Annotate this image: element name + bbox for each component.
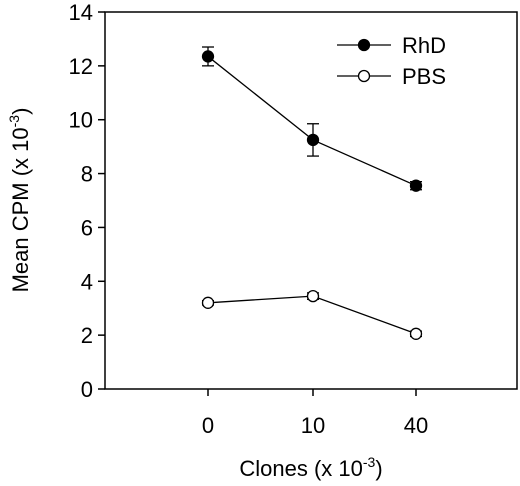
series-pbs bbox=[201, 289, 423, 340]
y-tick-label: 14 bbox=[69, 0, 93, 25]
plot-area bbox=[104, 11, 518, 390]
x-tick-label: 10 bbox=[301, 413, 325, 438]
y-tick-label: 4 bbox=[81, 269, 93, 294]
y-tick-label: 6 bbox=[81, 215, 93, 240]
y-tick-label: 0 bbox=[81, 377, 93, 402]
data-point bbox=[201, 50, 215, 63]
legend-item-pbs: PBS bbox=[337, 64, 446, 89]
plot-border bbox=[104, 11, 518, 390]
x-axis-title: Clones (x 10-3) bbox=[239, 454, 382, 481]
legend-item-rhd: RhD bbox=[337, 33, 446, 58]
data-point bbox=[306, 133, 320, 147]
data-point bbox=[409, 327, 423, 340]
legend: RhD PBS bbox=[337, 33, 446, 89]
y-tick-label: 2 bbox=[81, 323, 93, 348]
series-rhd bbox=[201, 46, 423, 192]
legend-marker bbox=[357, 38, 371, 52]
x-axis: 0 10 40 bbox=[202, 389, 428, 438]
legend-label: PBS bbox=[402, 64, 446, 89]
y-axis: 0 2 4 6 8 10 12 14 bbox=[69, 0, 105, 402]
data-point bbox=[306, 289, 320, 303]
x-tick-label: 40 bbox=[404, 413, 428, 438]
y-tick-label: 8 bbox=[81, 162, 93, 187]
y-tick-label: 12 bbox=[69, 54, 93, 79]
legend-marker bbox=[357, 69, 371, 83]
series-layer bbox=[201, 46, 423, 340]
y-axis-title: Mean CPM (x 10-3) bbox=[6, 108, 33, 293]
legend-label: RhD bbox=[402, 33, 446, 58]
x-tick-label: 0 bbox=[202, 413, 214, 438]
data-point bbox=[409, 179, 423, 192]
data-point bbox=[201, 296, 215, 309]
y-tick-label: 10 bbox=[69, 108, 93, 133]
